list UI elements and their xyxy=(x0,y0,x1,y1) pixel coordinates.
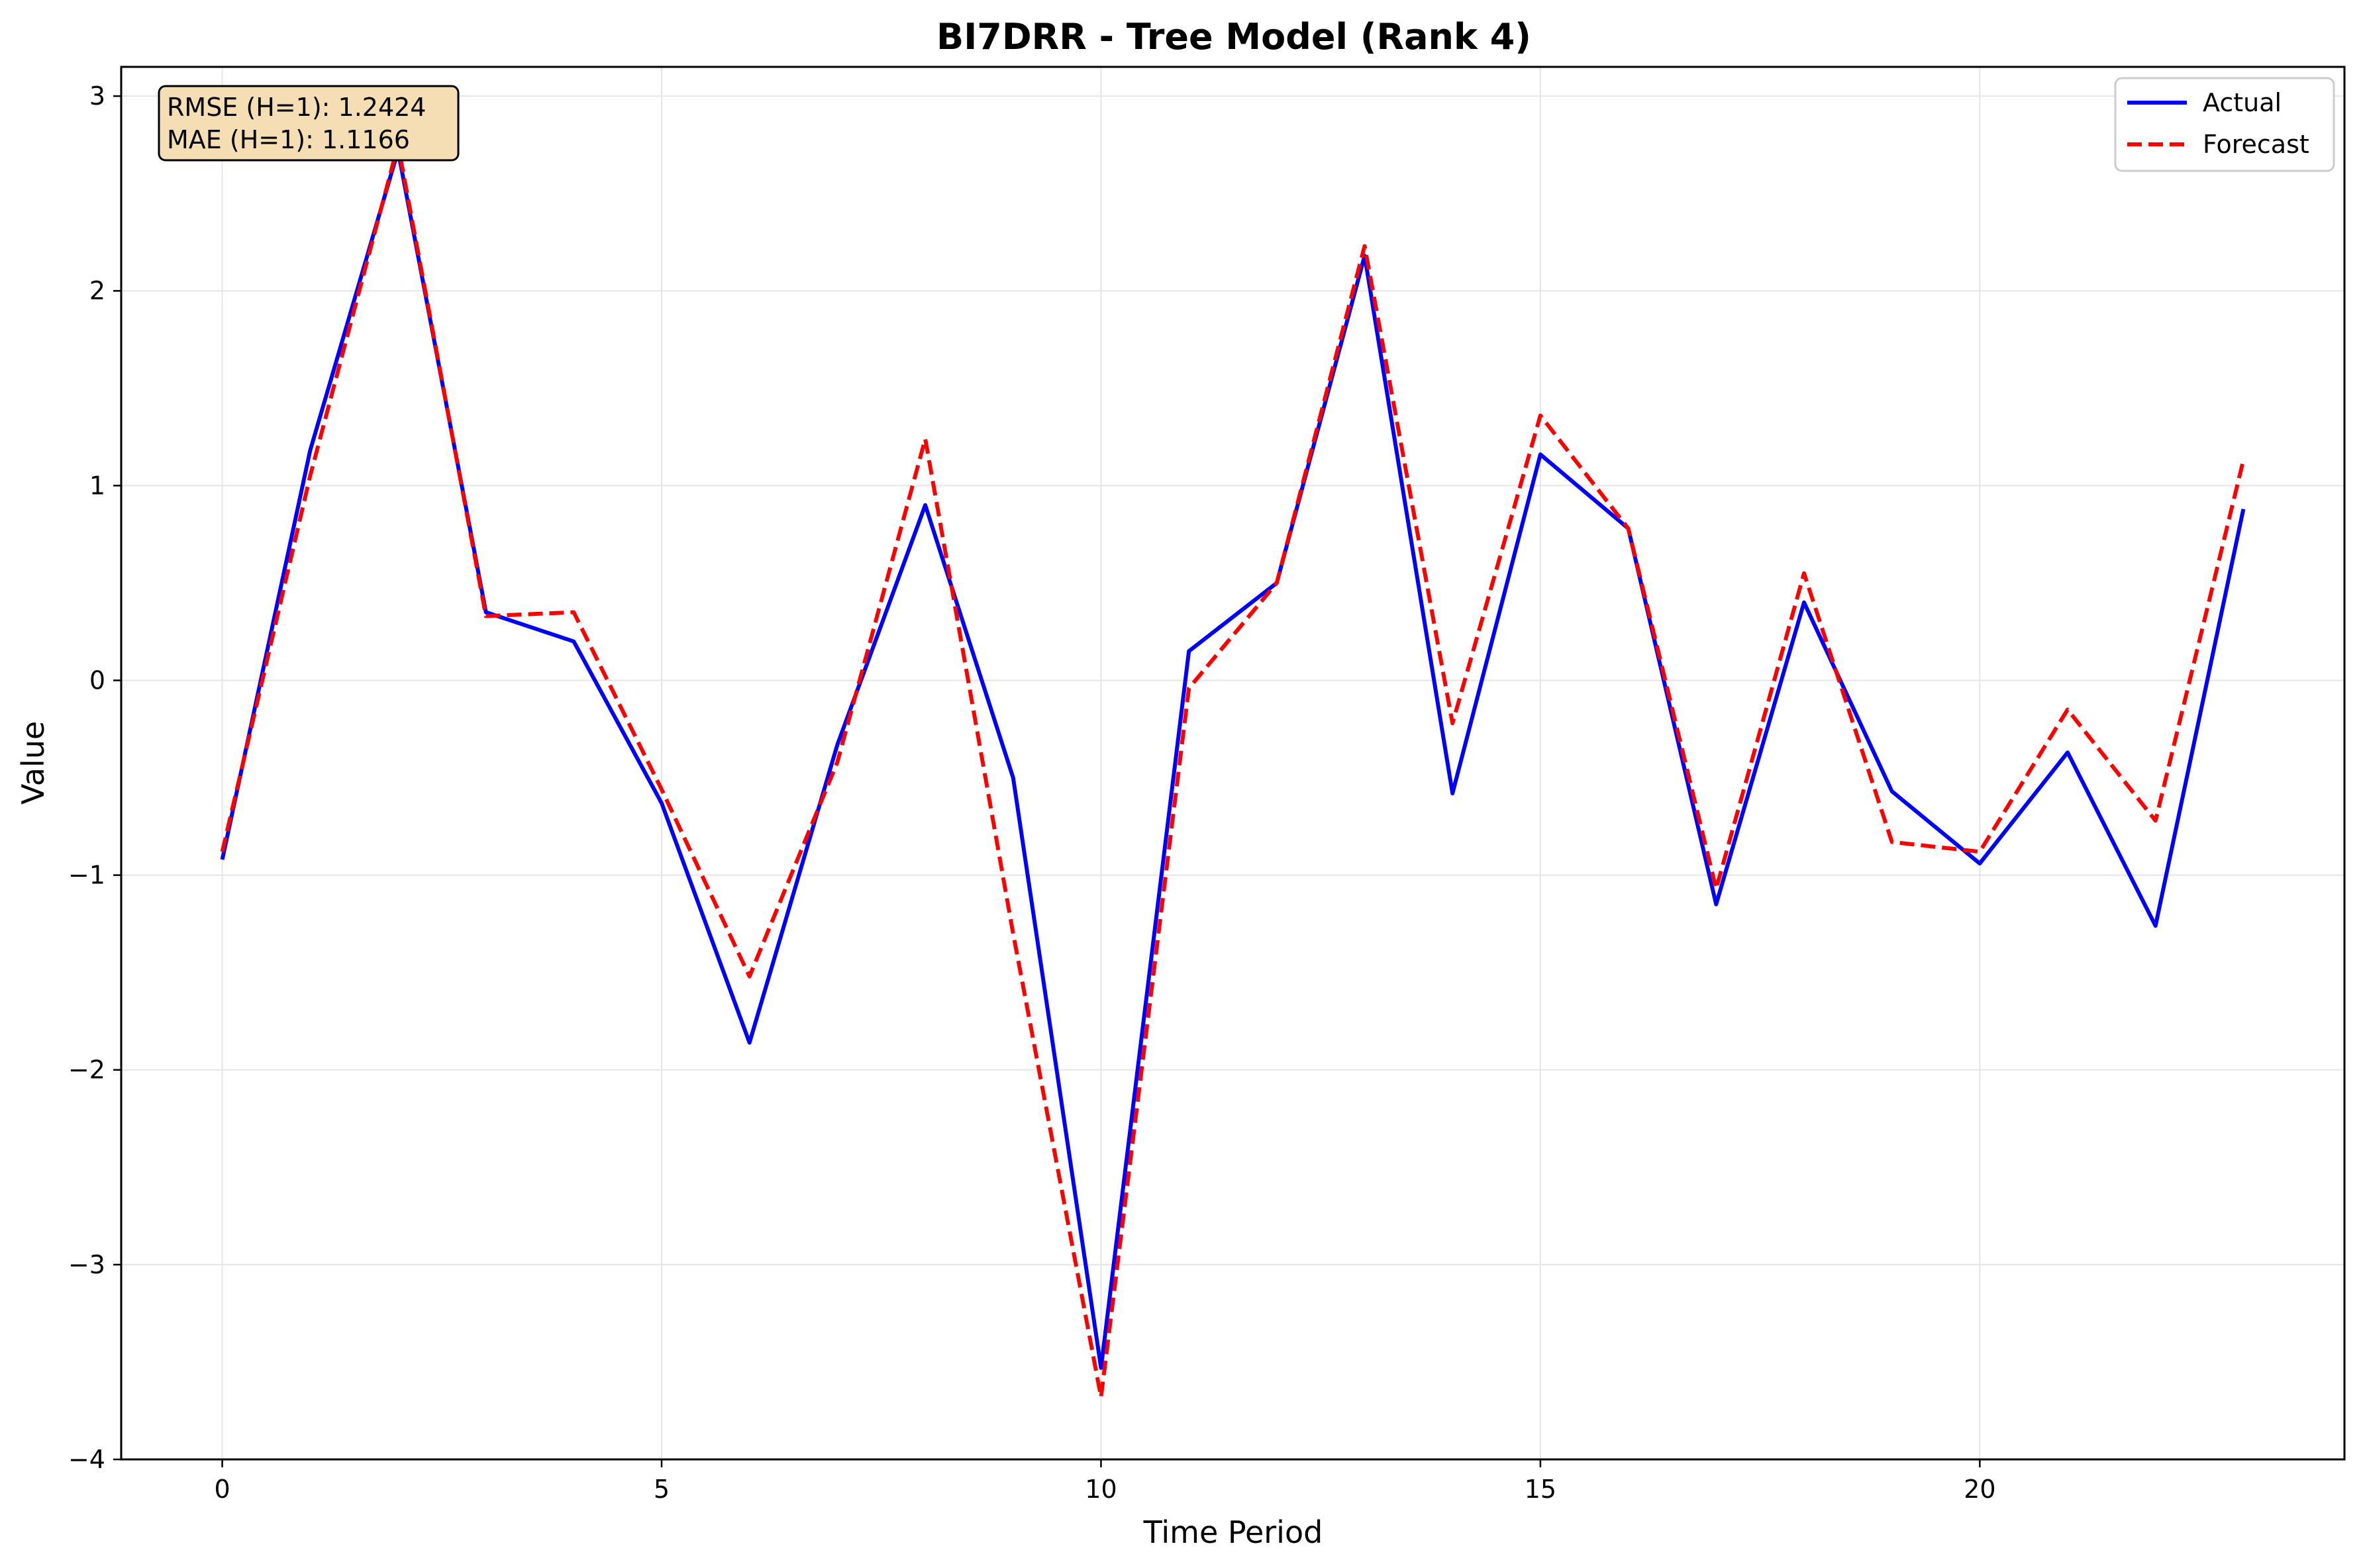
x-axis-ticks: 0 5 10 15 20 xyxy=(214,1459,1996,1504)
legend-actual-label: Actual xyxy=(2203,88,2282,117)
x-tick-label: 15 xyxy=(1525,1475,1556,1504)
x-axis-label: Time Period xyxy=(1143,1514,1323,1550)
y-axis-ticks: −4 −3 −2 −1 0 1 2 3 xyxy=(68,81,121,1474)
x-tick-label: 20 xyxy=(1964,1475,1995,1504)
legend-forecast-label: Forecast xyxy=(2203,130,2309,159)
plot-area-frame xyxy=(120,66,2346,1461)
rmse-annotation: RMSE (H=1): 1.2424 xyxy=(167,93,427,122)
y-tick-label: −2 xyxy=(68,1055,105,1085)
y-tick-label: −3 xyxy=(68,1250,105,1279)
y-tick-label: 1 xyxy=(89,471,105,500)
series-line-actual xyxy=(220,148,2246,1370)
metrics-box-background xyxy=(158,85,460,162)
y-tick-label: 0 xyxy=(89,665,105,695)
grid-lines xyxy=(121,67,2344,1460)
y-axis-label: Value xyxy=(15,721,51,805)
y-tick-label: −4 xyxy=(68,1445,105,1474)
y-tick-label: −1 xyxy=(68,861,105,890)
y-tick-label: 3 xyxy=(89,81,105,111)
y-tick-label: 2 xyxy=(89,276,105,305)
legend: Actual Forecast xyxy=(2114,77,2335,172)
x-tick-label: 5 xyxy=(654,1475,670,1504)
series-line-forecast xyxy=(220,142,2246,1399)
chart-title: BI7DRR - Tree Model (Rank 4) xyxy=(936,16,1531,58)
series-lines xyxy=(220,142,2246,1399)
metrics-box: RMSE (H=1): 1.2424 MAE (H=1): 1.1166 xyxy=(158,85,460,162)
mae-annotation: MAE (H=1): 1.1166 xyxy=(167,125,410,154)
x-tick-label: 10 xyxy=(1085,1475,1117,1504)
x-tick-label: 0 xyxy=(214,1475,230,1504)
